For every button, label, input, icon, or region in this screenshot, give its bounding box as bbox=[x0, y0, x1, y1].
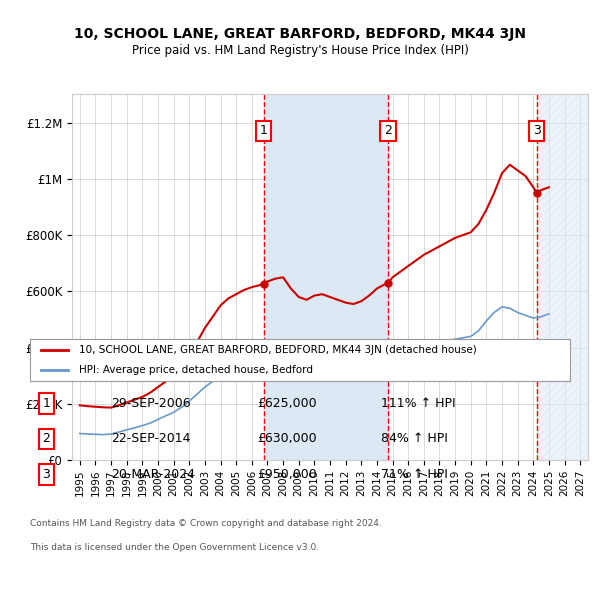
Text: £625,000: £625,000 bbox=[257, 397, 316, 410]
Bar bbox=[537, 94, 588, 460]
Text: 3: 3 bbox=[533, 124, 541, 137]
Text: 2: 2 bbox=[42, 432, 50, 445]
Text: 22-SEP-2014: 22-SEP-2014 bbox=[111, 432, 191, 445]
Text: 71% ↑ HPI: 71% ↑ HPI bbox=[381, 468, 448, 481]
Text: HPI: Average price, detached house, Bedford: HPI: Average price, detached house, Bedf… bbox=[79, 365, 313, 375]
Text: 1: 1 bbox=[42, 397, 50, 410]
Text: 29-SEP-2006: 29-SEP-2006 bbox=[111, 397, 191, 410]
Text: 10, SCHOOL LANE, GREAT BARFORD, BEDFORD, MK44 3JN (detached house): 10, SCHOOL LANE, GREAT BARFORD, BEDFORD,… bbox=[79, 345, 476, 355]
Bar bbox=[263, 94, 388, 460]
Text: £950,000: £950,000 bbox=[257, 468, 317, 481]
Text: 1: 1 bbox=[260, 124, 268, 137]
Text: This data is licensed under the Open Government Licence v3.0.: This data is licensed under the Open Gov… bbox=[30, 543, 319, 552]
Text: £630,000: £630,000 bbox=[257, 432, 316, 445]
Text: 111% ↑ HPI: 111% ↑ HPI bbox=[381, 397, 455, 410]
Text: 20-MAR-2024: 20-MAR-2024 bbox=[111, 468, 195, 481]
Text: 84% ↑ HPI: 84% ↑ HPI bbox=[381, 432, 448, 445]
Text: 3: 3 bbox=[42, 468, 50, 481]
Text: 10, SCHOOL LANE, GREAT BARFORD, BEDFORD, MK44 3JN: 10, SCHOOL LANE, GREAT BARFORD, BEDFORD,… bbox=[74, 27, 526, 41]
Text: Price paid vs. HM Land Registry's House Price Index (HPI): Price paid vs. HM Land Registry's House … bbox=[131, 44, 469, 57]
Text: 2: 2 bbox=[384, 124, 392, 137]
Text: Contains HM Land Registry data © Crown copyright and database right 2024.: Contains HM Land Registry data © Crown c… bbox=[30, 519, 382, 528]
